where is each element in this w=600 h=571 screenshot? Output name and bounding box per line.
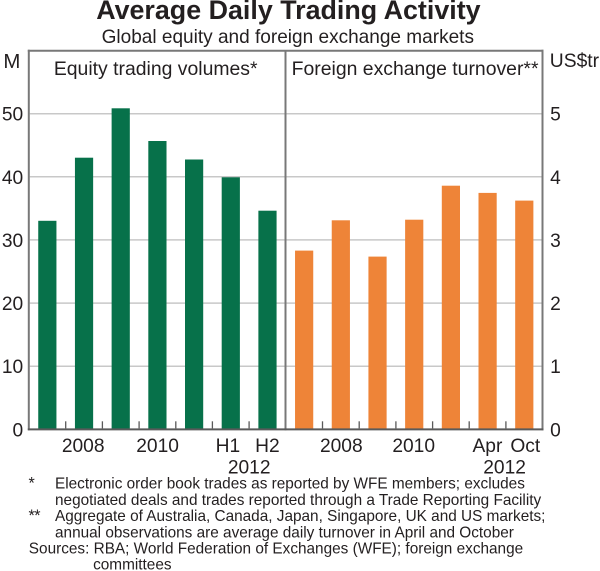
- svg-text:Aggregate of Australia, Canada: Aggregate of Australia, Canada, Japan, S…: [55, 508, 545, 525]
- svg-text:5: 5: [550, 105, 561, 126]
- svg-text:US$tr: US$tr: [550, 51, 600, 72]
- svg-text:2012: 2012: [483, 457, 526, 478]
- svg-text:*: *: [29, 474, 36, 492]
- svg-text:3: 3: [550, 231, 561, 252]
- svg-text:H2: H2: [255, 436, 280, 457]
- svg-text:Oct: Oct: [510, 436, 541, 457]
- svg-text:Equity trading volumes*: Equity trading volumes*: [54, 58, 258, 80]
- svg-text:negotiated deals and trades re: negotiated deals and trades reported thr…: [55, 492, 542, 509]
- svg-text:1: 1: [550, 357, 561, 378]
- svg-text:committees: committees: [93, 557, 172, 571]
- svg-text:2008: 2008: [62, 436, 105, 457]
- svg-text:4: 4: [550, 168, 561, 189]
- svg-text:Average Daily Trading Activity: Average Daily Trading Activity: [96, 0, 480, 25]
- svg-text:40: 40: [2, 168, 23, 189]
- svg-text:Apr: Apr: [472, 436, 502, 457]
- svg-text:Sources: RBA; World Federation: Sources: RBA; World Federation of Exchan…: [29, 540, 523, 557]
- svg-text:30: 30: [2, 231, 23, 252]
- svg-text:0: 0: [550, 420, 561, 441]
- svg-text:M: M: [3, 51, 20, 73]
- svg-text:2010: 2010: [136, 436, 179, 457]
- svg-text:10: 10: [2, 357, 23, 378]
- svg-text:annual observations are averag: annual observations are average daily tu…: [55, 524, 514, 541]
- svg-text:0: 0: [13, 420, 24, 441]
- svg-text:50: 50: [2, 105, 23, 126]
- svg-text:Foreign exchange turnover**: Foreign exchange turnover**: [292, 58, 539, 80]
- svg-text:2012: 2012: [228, 457, 271, 478]
- svg-text:Electronic order book trades a: Electronic order book trades as reported…: [55, 475, 525, 492]
- svg-text:2008: 2008: [320, 436, 363, 457]
- svg-text:2010: 2010: [392, 436, 435, 457]
- svg-text:**: **: [29, 507, 42, 525]
- svg-text:20: 20: [2, 294, 23, 315]
- svg-text:Global equity and foreign exch: Global equity and foreign exchange marke…: [102, 27, 474, 48]
- svg-text:2: 2: [550, 294, 561, 315]
- svg-text:H1: H1: [216, 436, 241, 457]
